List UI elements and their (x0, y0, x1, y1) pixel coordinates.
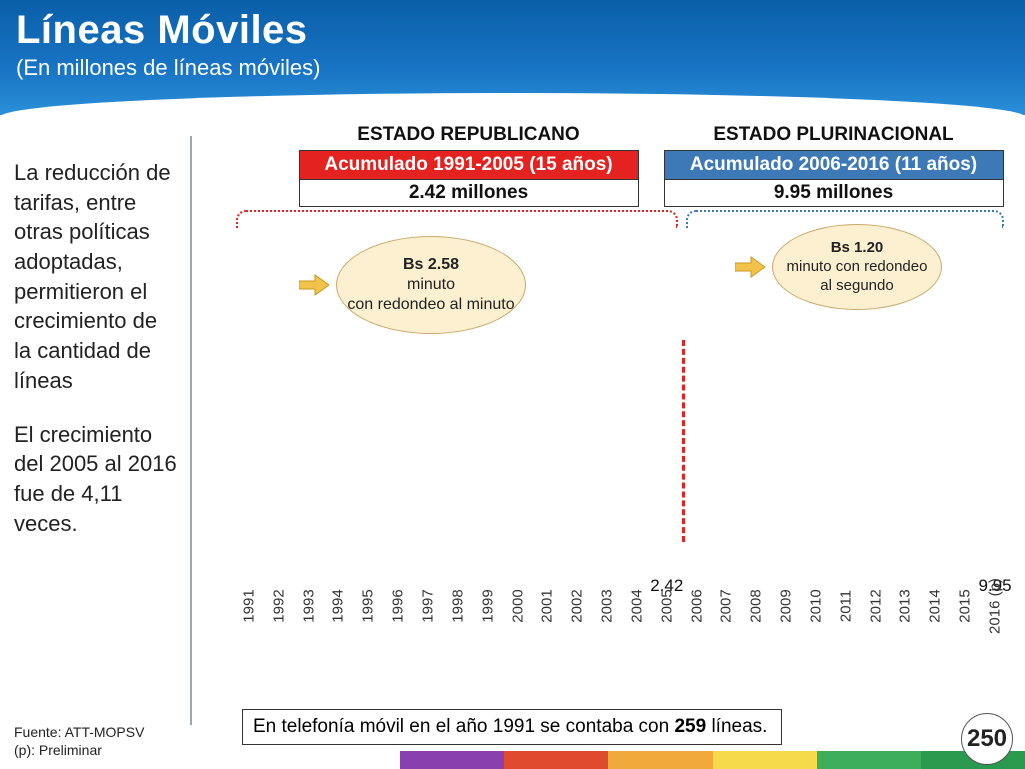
header-swoosh-decor (0, 93, 1025, 117)
header: Líneas Móviles (En millones de líneas mó… (0, 0, 1025, 115)
x-label: 2012 (863, 602, 889, 664)
page-title: Líneas Móviles (16, 8, 1009, 53)
source-line1: Fuente: ATT-MOPSV (14, 723, 144, 741)
x-label: 2016 (p) (982, 602, 1008, 664)
caption-bold: 259 (674, 716, 706, 737)
main-content: La reducción de tarifas, entre otras pol… (0, 118, 1025, 769)
plot-area: 2.429.95 (236, 358, 1008, 598)
bar-chart: 2.429.95 1991199219931994199519961997199… (224, 224, 1014, 664)
page-subtitle: (En millones de líneas móviles) (16, 55, 1009, 81)
x-label: 2006 (684, 602, 710, 664)
x-label: 1992 (266, 602, 292, 664)
x-axis-labels: 1991199219931994199519961997199819992000… (236, 602, 1008, 664)
col-title-right: ESTADO PLURINACIONAL (651, 124, 1016, 146)
x-label: 2007 (714, 602, 740, 664)
acc-top-right: Acumulado 2006-2016 (11 años) (665, 151, 1003, 179)
period-separator-line (682, 340, 685, 542)
sidebar-para-1: La reducción de tarifas, entre otras pol… (14, 158, 178, 396)
col-header-right: ESTADO PLURINACIONAL Acumulado 2006-2016… (651, 124, 1016, 207)
caption-pre: En telefonía móvil en el año 1991 se con… (253, 716, 674, 737)
sidebar-text: La reducción de tarifas, entre otras pol… (14, 158, 178, 538)
x-label: 2008 (743, 602, 769, 664)
x-label: 2005 (654, 602, 680, 664)
x-label: 2003 (594, 602, 620, 664)
sidebar-para-2: El crecimiento del 2005 al 2016 fue de 4… (14, 420, 178, 539)
source-line2: (p): Preliminar (14, 741, 144, 759)
x-label: 2011 (833, 602, 859, 664)
source-text: Fuente: ATT-MOPSV (p): Preliminar (14, 723, 144, 759)
page-number-badge: 250 (961, 713, 1013, 765)
footnote-box: En telefonía móvil en el año 1991 se con… (242, 709, 782, 745)
acc-bot-left: 2.42 millones (300, 179, 638, 206)
x-label: 2015 (952, 602, 978, 664)
x-label: 1993 (296, 602, 322, 664)
x-label: 1991 (236, 602, 262, 664)
x-label: 1997 (415, 602, 441, 664)
x-label: 1999 (475, 602, 501, 664)
vertical-divider (190, 136, 192, 725)
x-label: 2000 (505, 602, 531, 664)
caption-post: líneas. (706, 716, 767, 737)
x-label: 2001 (534, 602, 560, 664)
bars-container: 2.429.95 (236, 358, 1008, 598)
col-header-left: ESTADO REPUBLICANO Acumulado 1991-2005 (… (286, 124, 651, 207)
x-label: 2013 (893, 602, 919, 664)
acc-box-right: Acumulado 2006-2016 (11 años) 9.95 millo… (664, 150, 1004, 207)
col-title-left: ESTADO REPUBLICANO (286, 124, 651, 146)
x-label: 1998 (445, 602, 471, 664)
acc-bot-right: 9.95 millones (665, 179, 1003, 206)
x-label: 2002 (564, 602, 590, 664)
x-label: 1996 (385, 602, 411, 664)
x-label: 1995 (355, 602, 381, 664)
x-label: 2010 (803, 602, 829, 664)
acc-top-left: Acumulado 1991-2005 (15 años) (300, 151, 638, 179)
rainbow-stripe-decor (400, 751, 1025, 769)
x-label: 2009 (773, 602, 799, 664)
acc-box-left: Acumulado 1991-2005 (15 años) 2.42 millo… (299, 150, 639, 207)
x-label: 2014 (922, 602, 948, 664)
column-headers: ESTADO REPUBLICANO Acumulado 1991-2005 (… (286, 124, 1016, 207)
x-label: 2004 (624, 602, 650, 664)
x-label: 1994 (326, 602, 352, 664)
